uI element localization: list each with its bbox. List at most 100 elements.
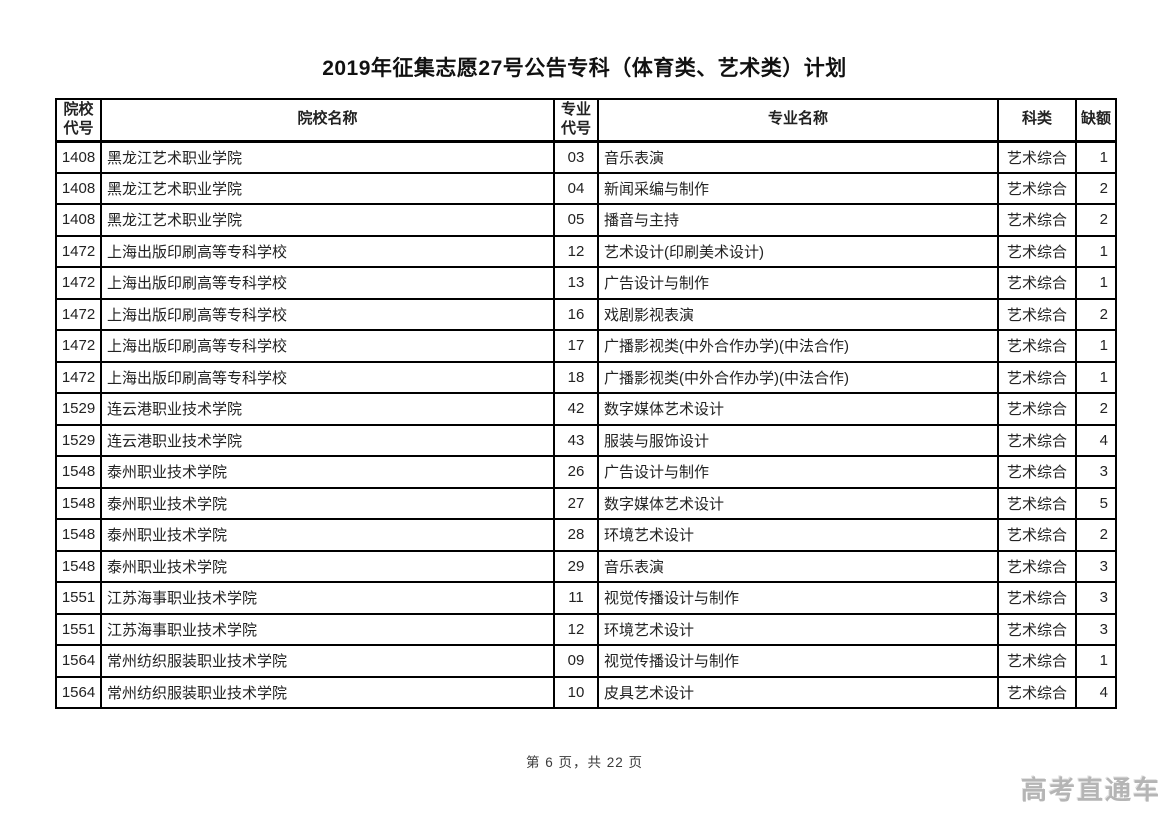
cell-college_name: 上海出版印刷高等专科学校: [100, 266, 555, 300]
cell-vacancy: 1: [1075, 266, 1117, 300]
cell-college_name: 黑龙江艺术职业学院: [100, 171, 555, 205]
cell-major_name: 新闻采编与制作: [597, 171, 999, 205]
cell-college_code: 1548: [55, 549, 102, 583]
table-row: 1472 上海出版印刷高等专科学校 17 广播影视类(中外合作办学)(中法合作) 艺术综…: [55, 329, 1117, 363]
table-row: 1529 连云港职业技术学院 42 数字媒体艺术设计 艺术综合 2: [55, 392, 1117, 426]
cell-category: 艺术综合: [997, 266, 1077, 300]
cell-category: 艺术综合: [997, 549, 1077, 583]
cell-college_code: 1548: [55, 455, 102, 489]
page-title: 2019年征集志愿27号公告专科（体育类、艺术类）计划: [322, 57, 847, 80]
cell-category: 艺术综合: [997, 360, 1077, 394]
cell-vacancy: 2: [1075, 518, 1117, 552]
cell-major_name: 广播影视类(中外合作办学)(中法合作): [597, 360, 999, 394]
col-header-category: 科类: [997, 98, 1077, 143]
cell-college_code: 1472: [55, 266, 102, 300]
cell-major_name: 广播影视类(中外合作办学)(中法合作): [597, 329, 999, 363]
table-row: 1472 上海出版印刷高等专科学校 16 戏剧影视表演 艺术综合 2: [55, 297, 1117, 331]
cell-vacancy: 3: [1075, 549, 1117, 583]
cell-major_name: 视觉传播设计与制作: [597, 644, 999, 678]
cell-category: 艺术综合: [997, 581, 1077, 615]
cell-college_code: 1472: [55, 297, 102, 331]
table-row: 1551 江苏海事职业技术学院 11 视觉传播设计与制作 艺术综合 3: [55, 581, 1117, 615]
cell-major_name: 播音与主持: [597, 203, 999, 237]
cell-category: 艺术综合: [997, 455, 1077, 489]
cell-major_code: 42: [553, 392, 599, 426]
cell-major_code: 11: [553, 581, 599, 615]
cell-major_name: 数字媒体艺术设计: [597, 486, 999, 520]
table-row: 1408 黑龙江艺术职业学院 04 新闻采编与制作 艺术综合 2: [55, 171, 1117, 205]
cell-major_code: 28: [553, 518, 599, 552]
table-row: 1564 常州纺织服装职业技术学院 09 视觉传播设计与制作 艺术综合 1: [55, 644, 1117, 678]
cell-college_code: 1408: [55, 171, 102, 205]
cell-major_name: 广告设计与制作: [597, 455, 999, 489]
cell-vacancy: 4: [1075, 423, 1117, 457]
cell-major_code: 04: [553, 171, 599, 205]
col-header-major_code: 专业代号: [553, 98, 599, 143]
cell-vacancy: 2: [1075, 297, 1117, 331]
cell-major_code: 12: [553, 612, 599, 646]
cell-college_code: 1408: [55, 203, 102, 237]
cell-vacancy: 1: [1075, 644, 1117, 678]
cell-vacancy: 4: [1075, 675, 1117, 709]
cell-vacancy: 2: [1075, 171, 1117, 205]
cell-college_name: 黑龙江艺术职业学院: [100, 203, 555, 237]
cell-vacancy: 3: [1075, 455, 1117, 489]
cell-major_name: 环境艺术设计: [597, 518, 999, 552]
cell-college_name: 黑龙江艺术职业学院: [100, 140, 555, 174]
cell-college_code: 1529: [55, 392, 102, 426]
cell-vacancy: 3: [1075, 581, 1117, 615]
table-row: 1548 泰州职业技术学院 29 音乐表演 艺术综合 3: [55, 549, 1117, 583]
cell-major_code: 27: [553, 486, 599, 520]
table-row: 1548 泰州职业技术学院 27 数字媒体艺术设计 艺术综合 5: [55, 486, 1117, 520]
table-row: 1472 上海出版印刷高等专科学校 18 广播影视类(中外合作办学)(中法合作) 艺术综…: [55, 360, 1117, 394]
cell-category: 艺术综合: [997, 140, 1077, 174]
cell-vacancy: 1: [1075, 329, 1117, 363]
cell-major_code: 05: [553, 203, 599, 237]
cell-category: 艺术综合: [997, 329, 1077, 363]
table-header: 院校代号 院校名称 专业代号 专业名称 科类 缺额: [55, 98, 1117, 143]
table-row: 1548 泰州职业技术学院 26 广告设计与制作 艺术综合 3: [55, 455, 1117, 489]
cell-major_name: 艺术设计(印刷美术设计): [597, 234, 999, 268]
cell-major_name: 皮具艺术设计: [597, 675, 999, 709]
cell-category: 艺术综合: [997, 486, 1077, 520]
cell-major_name: 服装与服饰设计: [597, 423, 999, 457]
cell-college_name: 泰州职业技术学院: [100, 518, 555, 552]
col-header-college_code: 院校代号: [55, 98, 102, 143]
cell-major_name: 广告设计与制作: [597, 266, 999, 300]
table-row: 1548 泰州职业技术学院 28 环境艺术设计 艺术综合 2: [55, 518, 1117, 552]
col-header-college_name: 院校名称: [100, 98, 555, 143]
table-header-row: 院校代号 院校名称 专业代号 专业名称 科类 缺额: [55, 98, 1117, 143]
cell-college_code: 1551: [55, 612, 102, 646]
cell-vacancy: 2: [1075, 203, 1117, 237]
cell-major_code: 18: [553, 360, 599, 394]
cell-vacancy: 1: [1075, 140, 1117, 174]
col-header-major_name: 专业名称: [597, 98, 999, 143]
table-row: 1472 上海出版印刷高等专科学校 12 艺术设计(印刷美术设计) 艺术综合 1: [55, 234, 1117, 268]
cell-major_code: 12: [553, 234, 599, 268]
cell-college_name: 江苏海事职业技术学院: [100, 581, 555, 615]
cell-college_name: 常州纺织服装职业技术学院: [100, 644, 555, 678]
table-row: 1408 黑龙江艺术职业学院 03 音乐表演 艺术综合 1: [55, 140, 1117, 174]
cell-college_name: 泰州职业技术学院: [100, 455, 555, 489]
cell-major_code: 16: [553, 297, 599, 331]
cell-college_code: 1472: [55, 329, 102, 363]
cell-major_code: 26: [553, 455, 599, 489]
cell-major_code: 03: [553, 140, 599, 174]
admission-plan-table: 院校代号 院校名称 专业代号 专业名称 科类 缺额 1408 黑龙江艺术职业学院 03 音乐表演…: [55, 98, 1117, 709]
cell-major_name: 环境艺术设计: [597, 612, 999, 646]
cell-category: 艺术综合: [997, 171, 1077, 205]
cell-college_name: 泰州职业技术学院: [100, 486, 555, 520]
page-number-text: 第 6 页，共 22 页: [525, 755, 644, 770]
cell-major_code: 09: [553, 644, 599, 678]
cell-college_code: 1472: [55, 360, 102, 394]
cell-category: 艺术综合: [997, 297, 1077, 331]
cell-college_name: 上海出版印刷高等专科学校: [100, 297, 555, 331]
cell-college_code: 1472: [55, 234, 102, 268]
cell-category: 艺术综合: [997, 675, 1077, 709]
cell-category: 艺术综合: [997, 234, 1077, 268]
cell-college_name: 泰州职业技术学院: [100, 549, 555, 583]
cell-category: 艺术综合: [997, 203, 1077, 237]
col-header-vacancy: 缺额: [1075, 98, 1117, 143]
cell-category: 艺术综合: [997, 612, 1077, 646]
